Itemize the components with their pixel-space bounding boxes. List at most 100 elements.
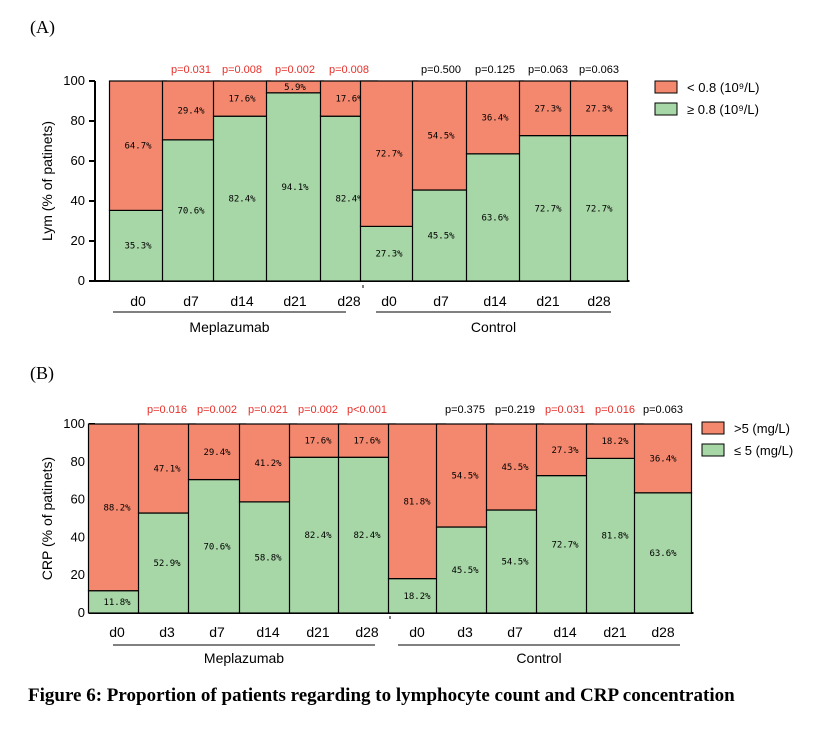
y-tick-label-b-60: 60 <box>71 492 85 507</box>
p-value-a-control-d7: p=0.500 <box>421 64 461 76</box>
x-category-b-meplazumab-d0: d0 <box>109 624 125 640</box>
x-category-a-control-d28: d28 <box>587 293 611 309</box>
bar-high-label-b-control-d21: 18.2% <box>601 437 629 447</box>
bar-high-label-b-control-d28: 36.4% <box>649 454 677 464</box>
bar-low-a-control-d21 <box>518 135 578 282</box>
bar-low-b-control-d28 <box>633 492 693 614</box>
legend-label-b-low: ≤ 5 (mg/L) <box>734 443 793 458</box>
p-value-a-meplazumab-d7: p=0.031 <box>171 64 211 76</box>
p-value-a-control-d14: p=0.125 <box>475 64 515 76</box>
bar-low-label-b-control-d7: 54.5% <box>501 557 529 567</box>
y-tick-label-a-40: 40 <box>71 193 85 208</box>
p-value-b-control-d14: p=0.031 <box>545 404 585 416</box>
bar-high-label-a-control-d7: 54.5% <box>427 132 455 142</box>
x-category-b-meplazumab-d28: d28 <box>355 624 379 640</box>
bar-low-a-meplazumab-d14 <box>212 115 272 282</box>
bar-low-label-b-control-d3: 45.5% <box>451 566 479 576</box>
y-tick-label-a-80: 80 <box>71 113 85 128</box>
bar-low-label-a-control-d0: 27.3% <box>375 250 403 260</box>
bar-low-label-a-meplazumab-d21: 94.1% <box>281 183 309 193</box>
legend-swatch-a-high <box>654 80 678 94</box>
bar-high-label-a-meplazumab-d28: 17.6% <box>335 95 363 105</box>
p-value-b-control-d3: p=0.375 <box>445 404 485 416</box>
x-category-a-control-d7: d7 <box>433 293 449 309</box>
bar-high-label-b-meplazumab-d3: 47.1% <box>153 465 181 475</box>
x-category-b-meplazumab-d14: d14 <box>256 624 280 640</box>
bar-high-a-meplazumab-d0 <box>108 80 168 211</box>
bar-low-label-a-meplazumab-d28: 82.4% <box>335 195 363 205</box>
x-category-b-meplazumab-d21: d21 <box>306 624 330 640</box>
p-value-a-meplazumab-d21: p=0.002 <box>275 64 315 76</box>
bar-low-b-meplazumab-d28 <box>337 456 397 614</box>
bar-high-b-control-d3 <box>435 423 495 528</box>
group-label-b-control: Control <box>516 650 561 666</box>
bar-high-b-control-d14 <box>535 423 595 477</box>
bar-high-label-a-meplazumab-d14: 17.6% <box>228 95 256 105</box>
bar-low-b-control-d3 <box>435 526 495 614</box>
bar-low-label-a-control-d28: 72.7% <box>585 204 613 214</box>
legend-label-a-low: ≥ 0.8 (10⁹/L) <box>687 102 759 117</box>
y-tick-label-b-40: 40 <box>71 529 85 544</box>
p-value-b-meplazumab-d28: p<0.001 <box>347 404 387 416</box>
bar-high-label-b-meplazumab-d7: 29.4% <box>203 448 231 458</box>
bar-low-a-control-d7 <box>411 189 471 282</box>
bar-high-b-control-d28 <box>633 423 693 494</box>
panel-label-a: (A) <box>30 17 55 38</box>
legend-label-b-high: >5 (mg/L) <box>734 421 790 436</box>
bar-high-label-a-meplazumab-d0: 64.7% <box>124 142 152 152</box>
bar-high-a-control-d0 <box>359 80 419 227</box>
bar-low-a-meplazumab-d0 <box>108 209 168 282</box>
x-category-b-control-d3: d3 <box>457 624 473 640</box>
bar-low-label-b-meplazumab-d28: 82.4% <box>353 531 381 541</box>
bar-high-label-a-control-d0: 72.7% <box>375 150 403 160</box>
bar-low-label-a-meplazumab-d0: 35.3% <box>124 242 152 252</box>
bar-low-b-meplazumab-d3 <box>137 512 197 614</box>
p-value-a-control-d21: p=0.063 <box>528 64 568 76</box>
x-category-a-meplazumab-d0: d0 <box>130 293 146 309</box>
bar-high-label-b-meplazumab-d0: 88.2% <box>103 503 131 513</box>
p-value-b-meplazumab-d7: p=0.002 <box>197 404 237 416</box>
figure-caption: Figure 6: Proportion of patients regardi… <box>28 685 735 706</box>
bar-high-b-meplazumab-d7 <box>187 423 247 481</box>
p-value-b-control-d21: p=0.016 <box>595 404 635 416</box>
x-category-a-meplazumab-d14: d14 <box>230 293 254 309</box>
group-label-b-meplazumab: Meplazumab <box>204 650 284 666</box>
x-category-a-control-d14: d14 <box>483 293 507 309</box>
bar-high-a-control-d7 <box>411 80 471 191</box>
bar-high-label-a-meplazumab-d7: 29.4% <box>177 106 205 116</box>
p-value-a-meplazumab-d28: p=0.008 <box>329 64 369 76</box>
bar-low-label-b-control-d14: 72.7% <box>551 540 579 550</box>
bar-low-label-b-meplazumab-d14: 58.8% <box>254 553 282 563</box>
p-value-a-control-d28: p=0.063 <box>579 64 619 76</box>
bar-high-a-control-d28 <box>569 80 629 137</box>
bar-high-label-a-meplazumab-d21: 5.9% <box>284 83 306 93</box>
y-tick-label-a-20: 20 <box>71 233 85 248</box>
p-value-b-meplazumab-d14: p=0.021 <box>248 404 288 416</box>
bar-low-a-control-d0 <box>359 225 419 282</box>
panel-label-b: (B) <box>30 363 54 384</box>
x-category-b-control-d0: d0 <box>409 624 425 640</box>
bar-low-label-b-meplazumab-d21: 82.4% <box>304 531 332 541</box>
bar-low-label-a-meplazumab-d7: 70.6% <box>177 206 205 216</box>
bar-high-b-meplazumab-d14 <box>238 423 298 503</box>
y-tick-label-b-0: 0 <box>78 605 85 620</box>
p-value-b-control-d7: p=0.219 <box>495 404 535 416</box>
bar-low-label-b-control-d28: 63.6% <box>649 549 677 559</box>
bar-high-label-b-meplazumab-d14: 41.2% <box>254 459 282 469</box>
bar-low-label-a-control-d14: 63.6% <box>481 213 509 223</box>
x-category-b-meplazumab-d7: d7 <box>209 624 225 640</box>
x-category-b-control-d28: d28 <box>651 624 675 640</box>
bar-high-label-b-control-d0: 81.8% <box>403 497 431 507</box>
p-value-b-control-d28: p=0.063 <box>643 404 683 416</box>
bar-high-label-b-meplazumab-d21: 17.6% <box>304 437 332 447</box>
bar-low-label-b-control-d0: 18.2% <box>403 592 431 602</box>
x-category-b-control-d21: d21 <box>603 624 627 640</box>
bar-high-label-a-control-d14: 36.4% <box>481 113 509 123</box>
x-category-b-control-d14: d14 <box>553 624 577 640</box>
y-tick-label-b-80: 80 <box>71 454 85 469</box>
x-category-a-meplazumab-d28: d28 <box>337 293 361 309</box>
bar-low-label-b-meplazumab-d3: 52.9% <box>153 559 181 569</box>
y-tick-label-a-100: 100 <box>63 73 85 88</box>
legend-swatch-b-high <box>701 421 725 435</box>
bar-high-a-control-d14 <box>465 80 525 155</box>
